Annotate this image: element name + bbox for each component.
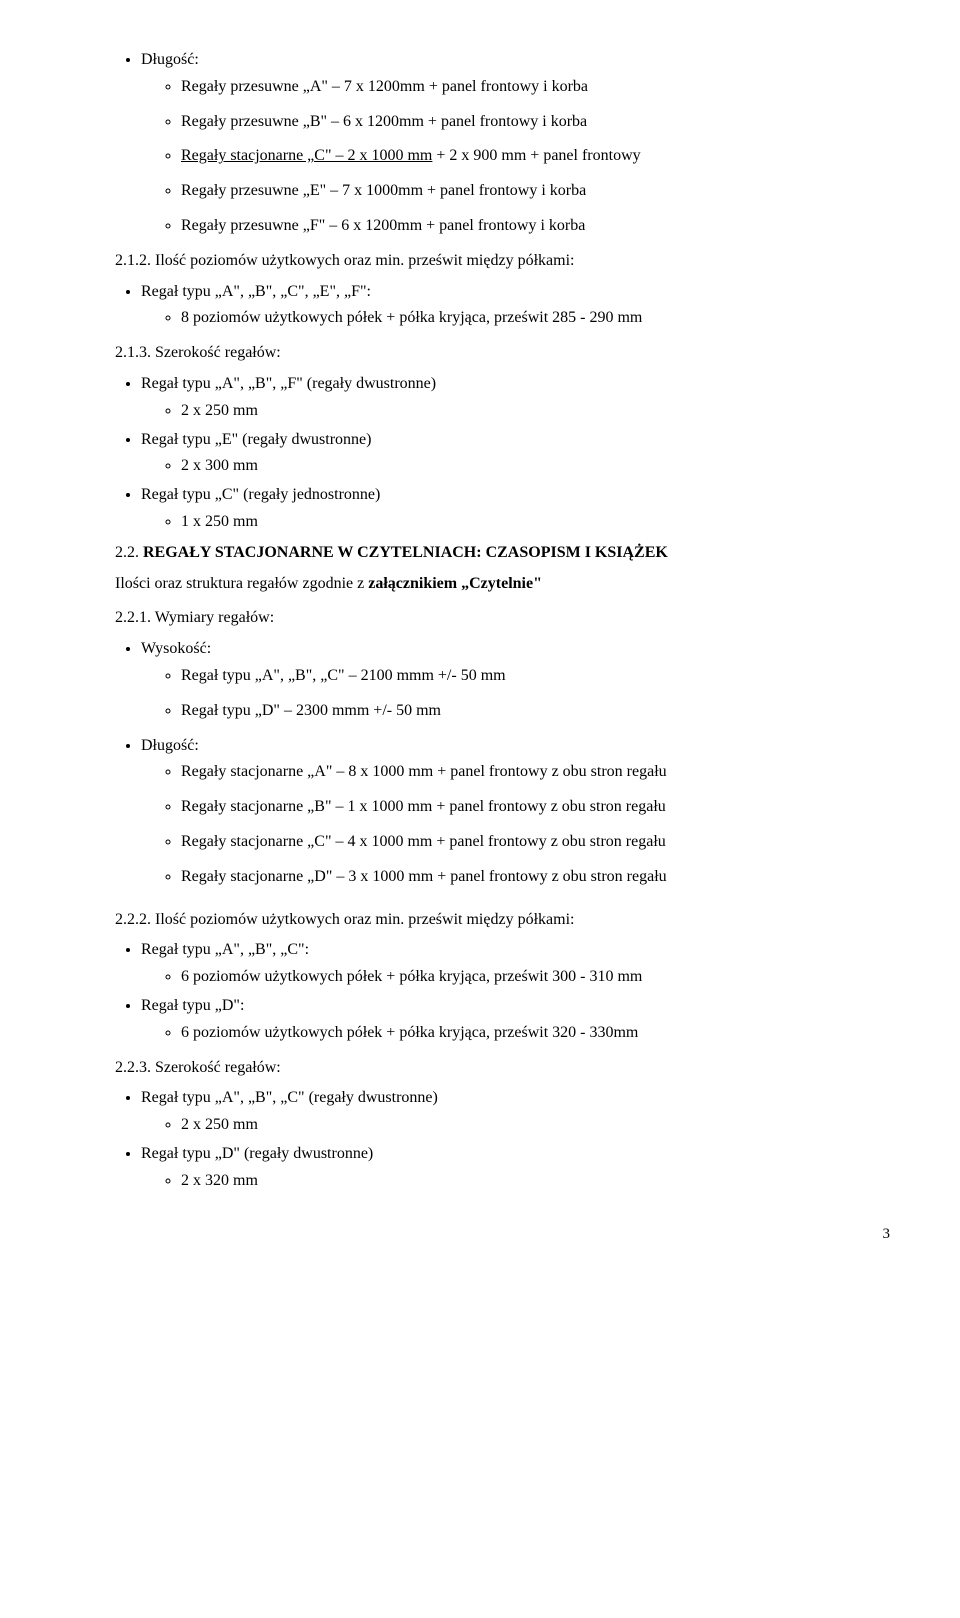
list-item: 8 poziomów użytkowych półek + półka kryj… <box>181 306 880 331</box>
sublist: 6 poziomów użytkowych półek + półka kryj… <box>141 1021 880 1046</box>
sublist: 8 poziomów użytkowych półek + półka kryj… <box>141 306 880 331</box>
list-item-label: Regał typu „A", „B", „F" (regały dwustro… <box>141 375 436 392</box>
list-item: 6 poziomów użytkowych półek + półka kryj… <box>181 1021 880 1046</box>
list-item: 2 x 300 mm <box>181 454 880 479</box>
section-223-title: 2.2.3. Szerokość regałów: <box>115 1056 880 1081</box>
height-label-text: Wysokość: <box>141 640 211 657</box>
section-213-list: Regał typu „A", „B", „F" (regały dwustro… <box>115 372 880 535</box>
length-label-2-text: Długość: <box>141 737 199 754</box>
list-item: Regał typu „E" (regały dwustronne) 2 x 3… <box>141 428 880 480</box>
list-item: Regały przesuwne „E" – 7 x 1000mm + pane… <box>181 179 880 204</box>
sublist: 2 x 320 mm <box>141 1169 880 1194</box>
section-22-number: 2.2. <box>115 544 143 561</box>
length-items: Regały przesuwne „A" – 7 x 1200mm + pane… <box>141 75 880 239</box>
section-213-title: 2.1.3. Szerokość regałów: <box>115 341 880 366</box>
section-212-title: 2.1.2. Ilość poziomów użytkowych oraz mi… <box>115 249 880 274</box>
list-item: Regały stacjonarne „C" – 2 x 1000 mm + 2… <box>181 144 880 169</box>
list-item-label: Regał typu „E" (regały dwustronne) <box>141 431 371 448</box>
list-item: Regał typu „A", „B", „C" (regały dwustro… <box>141 1086 880 1138</box>
section-222-list: Regał typu „A", „B", „C": 6 poziomów uży… <box>115 938 880 1045</box>
list-item: Regały przesuwne „B" – 6 x 1200mm + pane… <box>181 110 880 135</box>
list-item: Regał typu „A", „B", „C" – 2100 mmm +/- … <box>181 664 880 689</box>
list-item: 2 x 320 mm <box>181 1169 880 1194</box>
section-22-title: 2.2. REGAŁY STACJONARNE W CZYTELNIACH: C… <box>115 541 880 566</box>
section-221-height: Wysokość: Regał typu „A", „B", „C" – 210… <box>115 637 880 889</box>
list-item: Regał typu „A", „B", „F" (regały dwustro… <box>141 372 880 424</box>
list-item: 2 x 250 mm <box>181 399 880 424</box>
list-item-label: Regał typu „A", „B", „C", „E", „F": <box>141 283 371 300</box>
length-label: Długość: Regały przesuwne „A" – 7 x 1200… <box>141 48 880 239</box>
list-item: Regały stacjonarne „A" – 8 x 1000 mm + p… <box>181 760 880 785</box>
list-item: Regał typu „A", „B", „C", „E", „F": 8 po… <box>141 280 880 332</box>
list-item: Regał typu „C" (regały jednostronne) 1 x… <box>141 483 880 535</box>
sublist: 2 x 250 mm <box>141 1113 880 1138</box>
sublist: 6 poziomów użytkowych półek + półka kryj… <box>141 965 880 990</box>
list-item: Regały przesuwne „F" – 6 x 1200mm + pane… <box>181 214 880 239</box>
sublist: 2 x 250 mm <box>141 399 880 424</box>
section-212-list: Regał typu „A", „B", „C", „E", „F": 8 po… <box>115 280 880 332</box>
sublist: 2 x 300 mm <box>141 454 880 479</box>
section-222-title: 2.2.2. Ilość poziomów użytkowych oraz mi… <box>115 908 880 933</box>
length-label-2: Długość: Regały stacjonarne „A" – 8 x 10… <box>141 734 880 890</box>
list-item-label: Regał typu „D" (regały dwustronne) <box>141 1145 373 1162</box>
section-221-title: 2.2.1. Wymiary regałów: <box>115 606 880 631</box>
height-items: Regał typu „A", „B", „C" – 2100 mmm +/- … <box>141 664 880 724</box>
list-item: Regał typu „D": 6 poziomów użytkowych pó… <box>141 994 880 1046</box>
length-section: Długość: Regały przesuwne „A" – 7 x 1200… <box>115 48 880 239</box>
length-label-text: Długość: <box>141 51 199 68</box>
section-223-list: Regał typu „A", „B", „C" (regały dwustro… <box>115 1086 880 1193</box>
list-item: 6 poziomów użytkowych półek + półka kryj… <box>181 965 880 990</box>
list-item: Regał typu „A", „B", „C": 6 poziomów uży… <box>141 938 880 990</box>
page-number: 3 <box>115 1223 890 1246</box>
list-item-label: Regał typu „A", „B", „C": <box>141 941 309 958</box>
section-22-intro: Ilości oraz struktura regałów zgodnie z … <box>115 572 880 597</box>
list-item: Regał typu „D" (regały dwustronne) 2 x 3… <box>141 1142 880 1194</box>
list-item-label: Regał typu „C" (regały jednostronne) <box>141 486 380 503</box>
list-item-label: Regał typu „D": <box>141 997 244 1014</box>
length-items-2: Regały stacjonarne „A" – 8 x 1000 mm + p… <box>141 760 880 889</box>
sublist: 1 x 250 mm <box>141 510 880 535</box>
list-item: Regały stacjonarne „C" – 4 x 1000 mm + p… <box>181 830 880 855</box>
list-item: Regał typu „D" – 2300 mmm +/- 50 mm <box>181 699 880 724</box>
list-item: Regały stacjonarne „D" – 3 x 1000 mm + p… <box>181 865 880 890</box>
list-item: 1 x 250 mm <box>181 510 880 535</box>
list-item: 2 x 250 mm <box>181 1113 880 1138</box>
list-item: Regały przesuwne „A" – 7 x 1200mm + pane… <box>181 75 880 100</box>
height-label: Wysokość: Regał typu „A", „B", „C" – 210… <box>141 637 880 723</box>
list-item-label: Regał typu „A", „B", „C" (regały dwustro… <box>141 1089 438 1106</box>
section-22-bold: REGAŁY STACJONARNE W CZYTELNIACH: CZASOP… <box>143 544 668 561</box>
list-item: Regały stacjonarne „B" – 1 x 1000 mm + p… <box>181 795 880 820</box>
